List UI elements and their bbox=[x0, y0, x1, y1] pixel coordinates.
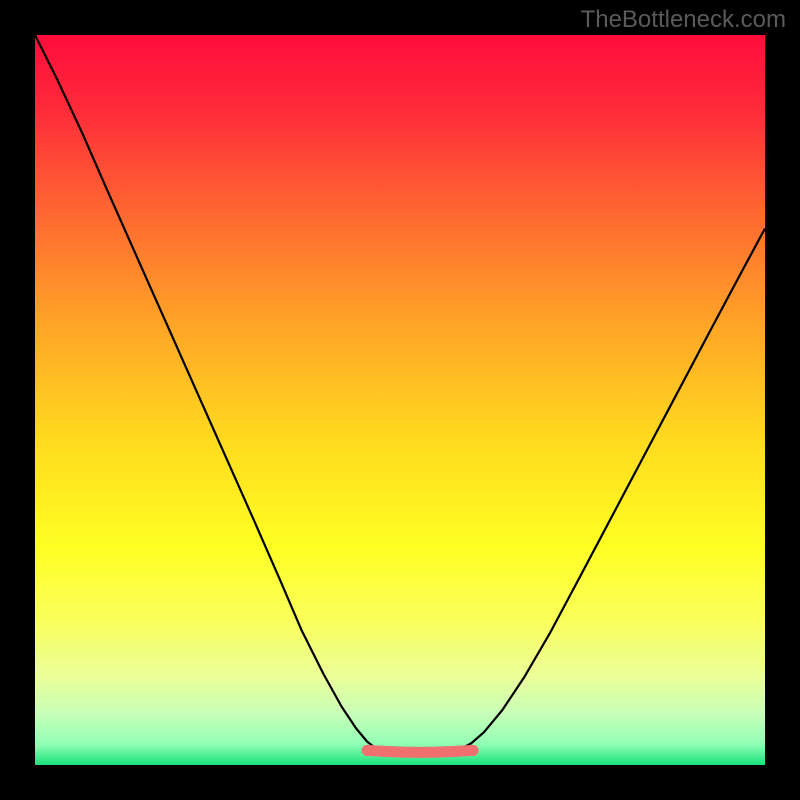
optimal-range-dot bbox=[397, 747, 408, 758]
optimal-range-dot bbox=[415, 747, 426, 758]
optimal-range-dot bbox=[432, 747, 443, 758]
chart-svg bbox=[35, 35, 765, 765]
chart-outer: TheBottleneck.com bbox=[0, 0, 800, 800]
optimal-range-dot bbox=[362, 745, 373, 756]
optimal-range-dot bbox=[468, 745, 479, 756]
watermark-text: TheBottleneck.com bbox=[581, 6, 786, 34]
plot-area bbox=[35, 35, 765, 765]
optimal-range-dot bbox=[450, 746, 461, 757]
gradient-background bbox=[35, 35, 765, 765]
optimal-range-dot bbox=[379, 746, 390, 757]
